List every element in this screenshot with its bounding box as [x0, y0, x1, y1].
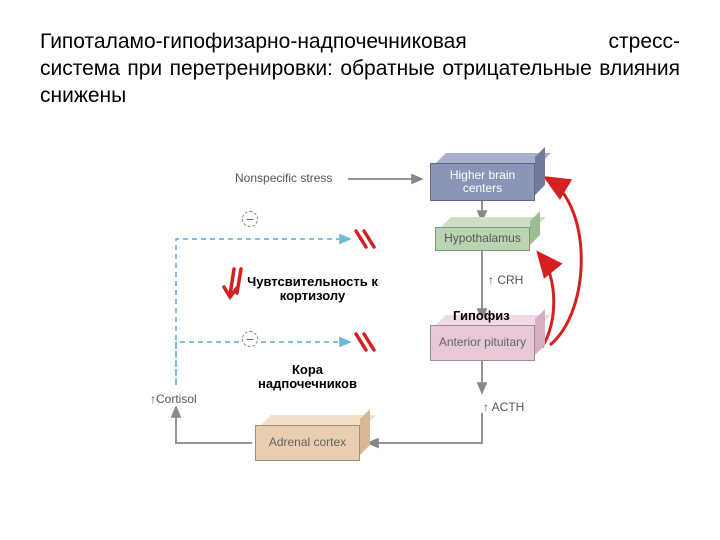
- title-line1: Гипоталамо-гипофизарно-надпочечниковая с…: [40, 28, 680, 55]
- arrow-acth-to-adrenal: [368, 413, 482, 443]
- label-cortisol-sensitivity: Чувтсвительность к кортизолу: [245, 275, 380, 304]
- label-nonspecific-stress: Nonspecific stress: [235, 171, 332, 185]
- label-adrenal-ru: Кора надпочечников: [250, 363, 365, 392]
- node-adrenal-cortex: Adrenal cortex: [255, 425, 360, 461]
- arrow-adrenal-to-cortisol: [176, 407, 252, 443]
- minus-circle-2: −: [242, 331, 258, 347]
- hpa-axis-diagram: Higher brain centers Hypothalamus Anteri…: [100, 145, 640, 525]
- node-anterior-pituitary: Anterior pituitary: [430, 325, 535, 361]
- node-hypothalamus: Hypothalamus: [435, 227, 530, 251]
- break-marks-pituitary: [356, 334, 374, 350]
- node-higher-brain: Higher brain centers: [430, 163, 535, 201]
- title-line2: система при перетренировки: обратные отр…: [40, 55, 680, 110]
- break-marks-hypothalamus: [356, 231, 374, 247]
- label-hypophysis: Гипофиз: [453, 309, 510, 323]
- red-arrow-to-higher-brain: [548, 179, 581, 345]
- label-cortisol: ↑Cortisol: [150, 392, 197, 406]
- arrows-layer: [100, 145, 640, 525]
- red-down-arrow: [224, 269, 241, 297]
- label-acth: ↑ ACTH: [483, 400, 524, 414]
- label-crh: ↑ CRH: [488, 273, 523, 287]
- minus-circle-1: −: [242, 211, 258, 227]
